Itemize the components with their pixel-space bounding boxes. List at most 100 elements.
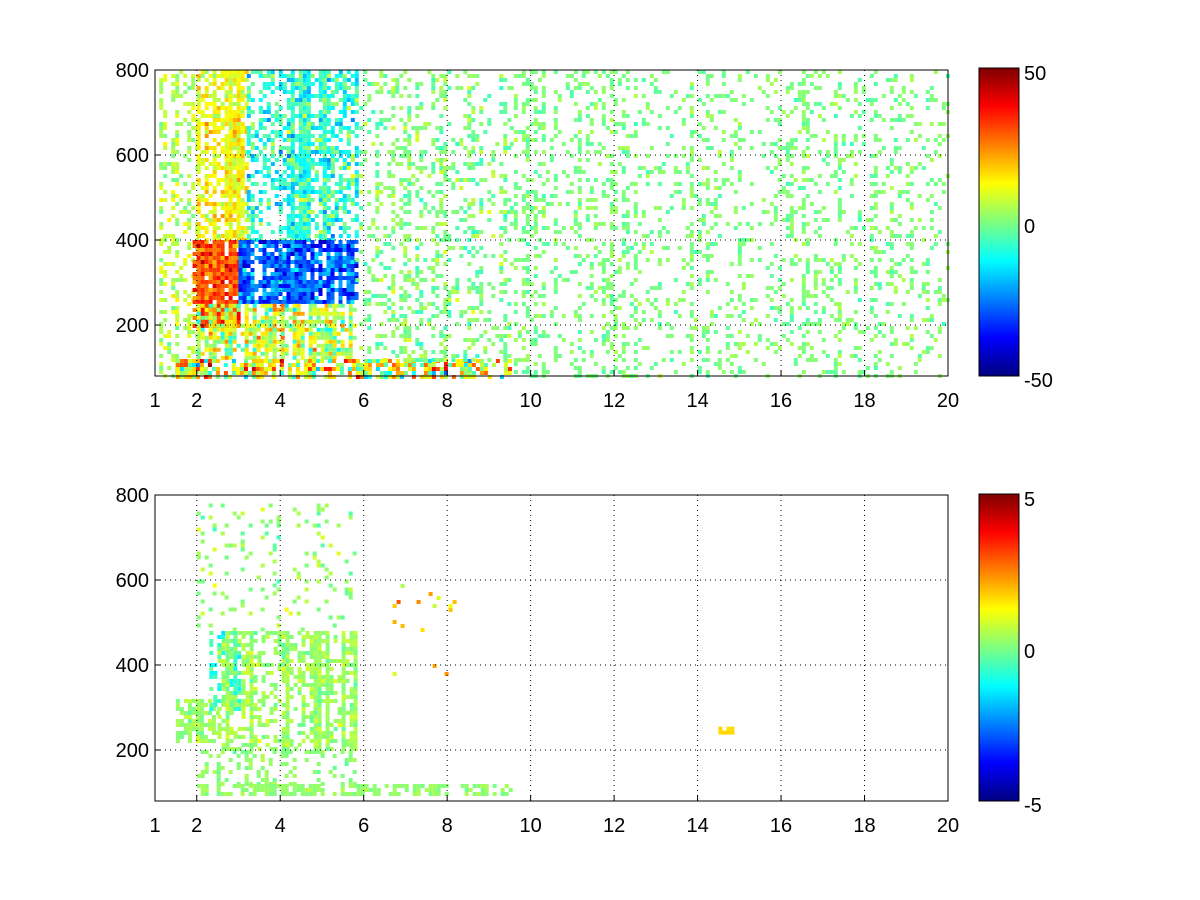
top-heatmap-cell [837,162,842,166]
top-heatmap-cell [298,134,303,138]
top-heatmap-cell [769,150,774,154]
top-heatmap-cell [346,186,351,190]
top-heatmap-cell [557,354,562,358]
top-heatmap-cell [290,300,295,304]
top-heatmap-cell [391,274,396,278]
top-heatmap-cell [513,310,518,314]
top-heatmap-cell [439,371,444,375]
top-heatmap-cell [171,146,176,150]
top-heatmap-cell [801,90,806,94]
top-heatmap-cell [773,318,778,322]
top-heatmap-cell [487,198,492,202]
top-heatmap-cell [228,288,233,292]
top-heatmap-cell [350,118,355,122]
top-heatmap-cell [541,122,546,126]
top-heatmap-cell [322,222,327,226]
top-heatmap-cell [220,272,225,276]
top-heatmap-cell [200,260,205,264]
top-heatmap-cell [346,134,351,138]
top-heatmap-cell [344,347,349,352]
top-heatmap-cell [797,90,802,94]
top-heatmap-cell [328,343,333,348]
top-heatmap-cell [789,182,794,186]
top-heatmap-cell [338,248,343,252]
top-heatmap-cell [697,122,702,126]
top-heatmap-cell [224,234,229,238]
top-heatmap-cell [282,280,287,284]
top-heatmap-cell [427,266,432,270]
top-heatmap-cell [633,258,638,262]
top-heatmap-cell [789,258,794,262]
top-heatmap-cell [641,346,646,350]
top-heatmap-cell [609,286,614,290]
top-heatmap-cell [318,158,323,162]
top-heatmap-cell [597,262,602,266]
top-heatmap-cell [625,154,630,158]
top-heatmap-cell [553,126,558,130]
top-heatmap-cell [302,248,307,252]
top-heatmap-cell [673,182,678,186]
top-heatmap-cell [314,94,319,98]
top-heatmap-cell [294,82,299,86]
top-heatmap-cell [761,198,766,202]
top-heatmap-cell [216,74,221,78]
top-heatmap-cell [298,202,303,206]
top-heatmap-cell [250,280,255,284]
top-heatmap-cell [236,106,241,110]
top-heatmap-cell [725,222,730,226]
top-heatmap-cell [633,358,638,362]
top-heatmap-cell [553,122,558,126]
top-heatmap-cell [342,198,347,202]
top-heatmap-cell [348,307,353,312]
top-heatmap-cell [208,94,213,98]
top-heatmap-cell [187,110,192,114]
top-heatmap-cell [350,280,355,284]
top-heatmap-cell [609,250,614,254]
top-heatmap-cell [175,74,180,78]
top-heatmap-cell [330,284,335,288]
top-heatmap-cell [541,70,546,74]
top-heatmap-cell [326,226,331,230]
top-heatmap-cell [331,367,336,371]
top-heatmap-cell [228,343,233,348]
top-heatmap-cell [825,162,830,166]
top-heatmap-cell [371,274,376,278]
top-heatmap-cell [306,210,311,214]
top-heatmap-cell [266,260,271,264]
top-heatmap-cell [701,334,706,338]
top-heatmap-cell [212,252,217,256]
top-heatmap-cell [192,252,197,256]
top-heatmap-cell [503,150,508,154]
top-heatmap-cell [175,78,180,82]
top-heatmap-cell [503,358,508,362]
top-heatmap-cell [163,146,168,150]
top-heatmap-cell [323,375,328,379]
top-heatmap-cell [817,150,822,154]
top-heatmap-cell [513,114,518,118]
top-heatmap-cell [235,367,240,371]
top-heatmap-cell [312,311,317,316]
top-heatmap-cell [352,307,357,312]
top-heatmap-cell [395,78,400,82]
top-heatmap-cell [304,327,309,332]
top-heatmap-cell [228,272,233,276]
top-heatmap-cell [499,298,504,302]
top-heatmap-cell [375,170,380,174]
top-heatmap-cell [204,240,209,244]
top-heatmap-cell [270,114,275,118]
top-heatmap-cell [231,359,236,363]
top-heatmap-cell [246,114,251,118]
top-heatmap-cell [278,150,283,154]
top-heatmap-cell [322,272,327,276]
top-heatmap-cell [577,254,582,258]
top-heatmap-cell [266,110,271,114]
top-heatmap-cell [589,186,594,190]
top-heatmap-cell [521,258,526,262]
top-heatmap-cell [849,354,854,358]
top-heatmap-cell [252,355,257,360]
top-heatmap-cell [561,314,566,318]
top-heatmap-cell [323,367,328,371]
top-heatmap-cell [216,347,221,352]
top-heatmap-cell [296,331,301,336]
top-heatmap-cell [228,335,233,340]
